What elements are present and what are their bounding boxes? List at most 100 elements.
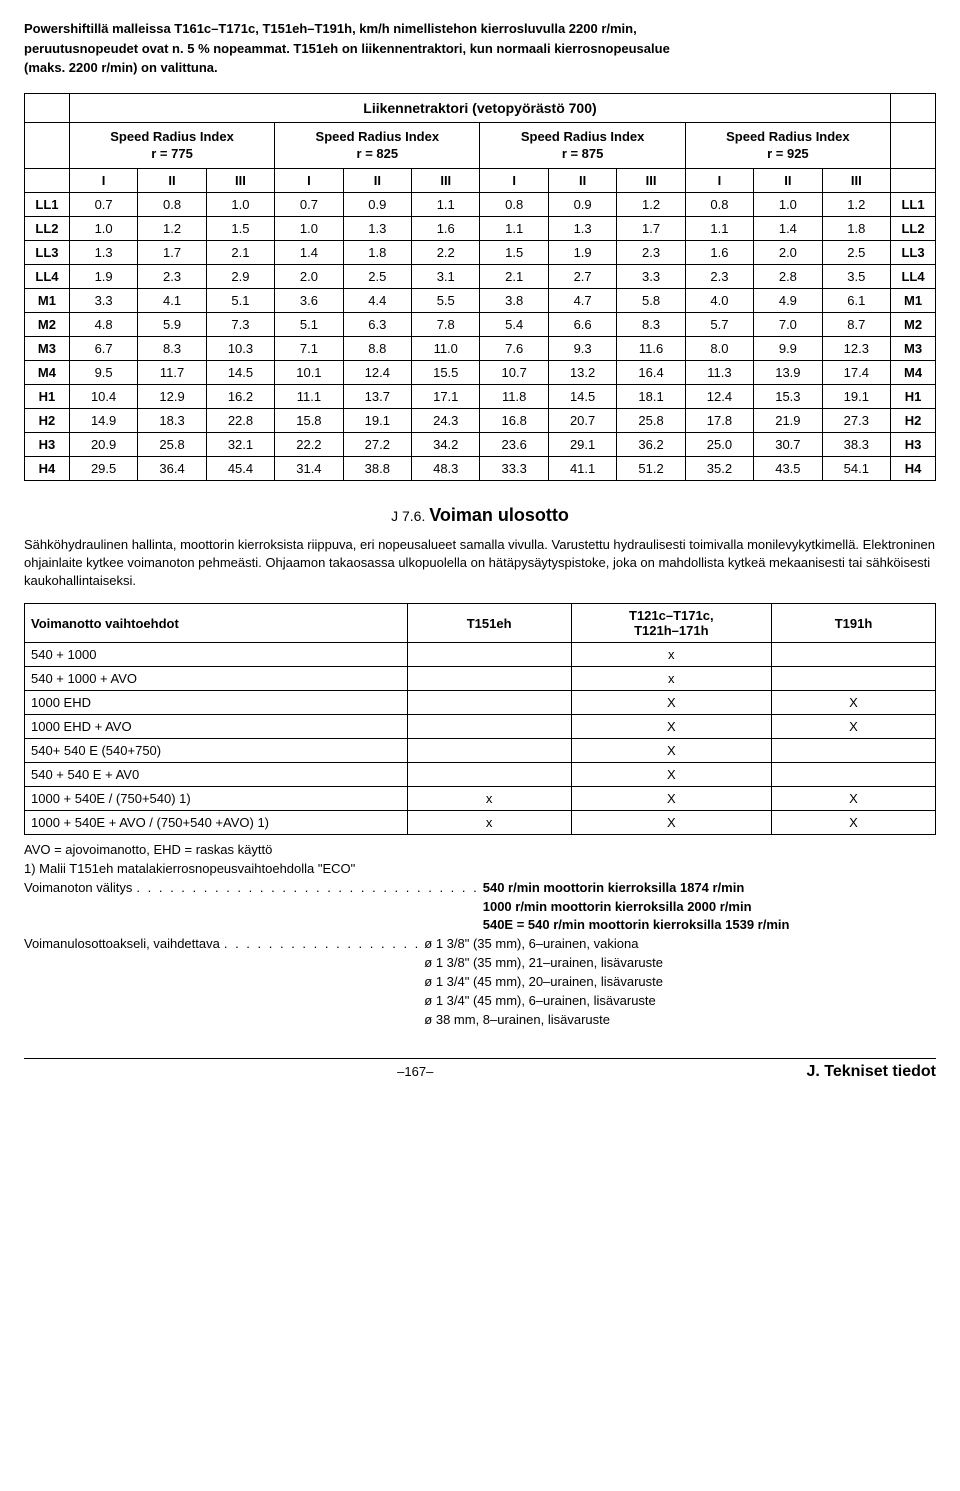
speed-cell: 25.8: [138, 433, 206, 457]
speed-cell: 1.6: [685, 241, 753, 265]
row-label: M3: [25, 337, 70, 361]
pto-col4: T191h: [772, 604, 936, 643]
row-label: M1: [25, 289, 70, 313]
speed-cell: 1.0: [69, 217, 137, 241]
speed-cell: 2.9: [206, 265, 274, 289]
speed-cell: 0.8: [480, 193, 548, 217]
speed-cell: 30.7: [754, 433, 822, 457]
note-akseli-v4: ø 1 3/4" (45 mm), 6–urainen, lisävaruste: [424, 993, 656, 1008]
row-label: LL1: [25, 193, 70, 217]
pto-cell: x: [571, 667, 771, 691]
row-label: H2: [25, 409, 70, 433]
intro-line1: Powershiftillä malleissa T161c–T171c, T1…: [24, 21, 637, 36]
speed-cell: 2.5: [822, 241, 890, 265]
subcol-header: III: [822, 169, 890, 193]
speed-cell: 3.1: [412, 265, 480, 289]
speed-cell: 18.1: [617, 385, 685, 409]
speed-cell: 27.3: [822, 409, 890, 433]
speed-cell: 2.1: [480, 265, 548, 289]
speed-cell: 32.1: [206, 433, 274, 457]
note-valitys-v1: 540 r/min moottorin kierroksilla 1874 r/…: [483, 880, 745, 895]
table-row: M36.78.310.37.18.811.07.69.311.68.09.912…: [25, 337, 936, 361]
speed-cell: 1.0: [275, 217, 343, 241]
intro-line3: (maks. 2200 r/min) on valittuna.: [24, 60, 218, 75]
speed-cell: 4.1: [138, 289, 206, 313]
speed-cell: 11.8: [480, 385, 548, 409]
speed-cell: 27.2: [343, 433, 411, 457]
speed-cell: 2.5: [343, 265, 411, 289]
speed-cell: 3.5: [822, 265, 890, 289]
pto-heading-small: J 7.6.: [391, 508, 425, 524]
table-row: LL41.92.32.92.02.53.12.12.73.32.32.83.5L…: [25, 265, 936, 289]
speed-cell: 5.4: [480, 313, 548, 337]
pto-cell: [407, 691, 571, 715]
pto-cell: X: [571, 715, 771, 739]
speed-cell: 23.6: [480, 433, 548, 457]
speed-cell: 1.0: [754, 193, 822, 217]
row-label-end: H1: [891, 385, 936, 409]
footer-section: J. Tekniset tiedot: [806, 1063, 936, 1081]
speed-cell: 8.3: [138, 337, 206, 361]
speed-cell: 4.9: [754, 289, 822, 313]
speed-cell: 6.1: [822, 289, 890, 313]
speed-cell: 10.3: [206, 337, 274, 361]
speed-cell: 16.2: [206, 385, 274, 409]
speed-cell: 14.9: [69, 409, 137, 433]
pto-option-label: 1000 + 540E / (750+540) 1): [25, 787, 408, 811]
subcol-header: I: [69, 169, 137, 193]
speed-cell: 3.8: [480, 289, 548, 313]
speed-cell: 3.3: [69, 289, 137, 313]
pto-cell: [407, 667, 571, 691]
speed-cell: 1.3: [343, 217, 411, 241]
row-label: LL4: [25, 265, 70, 289]
speed-cell: 4.0: [685, 289, 753, 313]
speed-cell: 1.5: [206, 217, 274, 241]
intro-line2: peruutusnopeudet ovat n. 5 % nopeammat. …: [24, 41, 670, 56]
page-number: –167–: [397, 1064, 433, 1079]
speed-cell: 1.9: [69, 265, 137, 289]
speed-cell: 2.2: [412, 241, 480, 265]
table-row: 1000 + 540E + AVO / (750+540 +AVO) 1)xXX: [25, 811, 936, 835]
speed-cell: 1.7: [617, 217, 685, 241]
note-akseli-label: Voimanulosottoakseli, vaihdettava: [24, 935, 220, 1029]
pto-cell: X: [571, 811, 771, 835]
speed-cell: 7.8: [412, 313, 480, 337]
dots: . . . . . . . . . . . . . . . . . . . . …: [132, 879, 482, 936]
speed-cell: 17.4: [822, 361, 890, 385]
speed-cell: 2.1: [206, 241, 274, 265]
table-row: 540+ 540 E (540+750)X: [25, 739, 936, 763]
note-avo: AVO = ajovoimanotto, EHD = raskas käyttö: [24, 841, 936, 860]
speed-cell: 29.1: [548, 433, 616, 457]
table-row: 1000 EHDXX: [25, 691, 936, 715]
note-footnote: 1) Malii T151eh matalakierrosnopeusvaiht…: [24, 860, 936, 879]
row-label: H4: [25, 457, 70, 481]
pto-cell: X: [772, 787, 936, 811]
table-row: LL10.70.81.00.70.91.10.80.91.20.81.01.2L…: [25, 193, 936, 217]
speed-cell: 24.3: [412, 409, 480, 433]
speed-cell: 16.4: [617, 361, 685, 385]
speed-cell: 20.7: [548, 409, 616, 433]
speed-cell: 6.7: [69, 337, 137, 361]
speed-cell: 11.1: [275, 385, 343, 409]
speed-cell: 15.5: [412, 361, 480, 385]
speed-cell: 1.8: [343, 241, 411, 265]
subcol-header: II: [548, 169, 616, 193]
note-akseli-v3: ø 1 3/4" (45 mm), 20–urainen, lisävarust…: [424, 974, 663, 989]
speed-cell: 2.0: [275, 265, 343, 289]
speed-cell: 4.7: [548, 289, 616, 313]
speed-cell: 36.2: [617, 433, 685, 457]
note-akseli-v5: ø 38 mm, 8–urainen, lisävaruste: [424, 1012, 610, 1027]
row-label: M2: [25, 313, 70, 337]
pto-cell: X: [772, 715, 936, 739]
speed-cell: 14.5: [206, 361, 274, 385]
row-label: LL2: [25, 217, 70, 241]
pto-option-label: 540 + 540 E + AV0: [25, 763, 408, 787]
speed-cell: 6.6: [548, 313, 616, 337]
speed-cell: 1.3: [69, 241, 137, 265]
speed-cell: 5.5: [412, 289, 480, 313]
speed-cell: 2.3: [617, 241, 685, 265]
table-row: LL31.31.72.11.41.82.21.51.92.31.62.02.5L…: [25, 241, 936, 265]
subcol-header: I: [685, 169, 753, 193]
pto-cell: [772, 643, 936, 667]
speed-cell: 21.9: [754, 409, 822, 433]
